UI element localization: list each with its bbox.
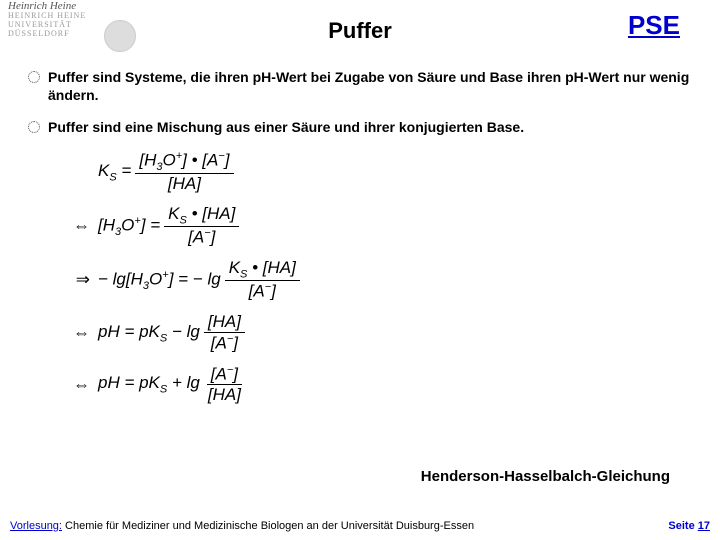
eq3-sym: ⇒: [68, 270, 90, 290]
header: Heinrich Heine HEINRICH HEINE UNIVERSITÄ…: [0, 0, 720, 60]
eq5-lhs-sub: S: [160, 384, 167, 396]
eq4-sym: ⇔: [68, 323, 90, 343]
eq2-lhs: [H: [98, 215, 115, 234]
eq1-num-sub: 3: [156, 161, 162, 173]
eq1-num-l: [H: [139, 151, 156, 170]
eq2-lhs-sub: 3: [115, 226, 121, 238]
equation-5: ⇔ pH = pKS + lg [A−] [HA]: [68, 364, 692, 406]
eq2-dot: •: [192, 204, 198, 223]
bullet-icon: [28, 71, 38, 81]
eq3-den: [A: [249, 282, 265, 301]
eq2-lhs-sup: +: [134, 215, 140, 227]
henderson-hasselbalch-label: Henderson-Hasselbalch-Gleichung: [421, 468, 670, 485]
eq5-num: [A: [211, 364, 227, 383]
footer: Vorlesung: Chemie für Mediziner und Medi…: [0, 520, 720, 532]
bullet-icon: [28, 121, 38, 131]
eq5-lhs: pH = pK: [98, 373, 160, 392]
equation-4: ⇔ pH = pKS − lg [HA] [A−]: [68, 312, 692, 354]
footer-right: Seite 17: [668, 520, 710, 532]
eq5-num-sup: −: [227, 364, 233, 376]
bullet-item: Puffer sind eine Mischung aus einer Säur…: [28, 118, 692, 136]
bullet-text-2: Puffer sind eine Mischung aus einer Säur…: [48, 118, 524, 136]
eq3-num-r: [HA]: [263, 258, 296, 277]
lecture-link[interactable]: Vorlesung:: [10, 520, 62, 532]
eq2-num-sub: S: [180, 214, 187, 226]
eq2-sym: ⇔: [68, 216, 90, 236]
eq2-den-sup: −: [204, 227, 210, 239]
bullet-item: Puffer sind Systeme, die ihren pH-Wert b…: [28, 68, 692, 104]
eq3-dot: •: [252, 258, 258, 277]
eq2-num-r: [HA]: [202, 204, 235, 223]
eq4-lhs-sub: S: [160, 332, 167, 344]
eq4-den: [A: [211, 334, 227, 353]
eq5-mid: + lg: [172, 373, 200, 392]
eq4-mid: − lg: [172, 322, 200, 341]
eq1-sub: S: [109, 171, 116, 183]
lecture-text: Chemie für Mediziner und Medizinische Bi…: [65, 520, 474, 532]
eq3-num: K: [229, 258, 240, 277]
eq4-den-sup: −: [227, 333, 233, 345]
eq4-lhs: pH = pK: [98, 322, 160, 341]
eq1-num-sup: +: [176, 150, 182, 162]
equation-3: ⇒ − lg[H3O+] = − lg KS • [HA] [A−]: [68, 258, 692, 302]
eq3-den-sup: −: [265, 281, 271, 293]
eq4-num: [HA]: [204, 312, 245, 333]
equation-1: KS = [H3O+] • [A−] [HA]: [68, 150, 692, 194]
eq1-den: [HA]: [164, 174, 205, 194]
eq3-num-sub: S: [240, 268, 247, 280]
equations-block: KS = [H3O+] • [A−] [HA] ⇔ [H3O+] = KS • …: [68, 150, 692, 405]
eq5-den: [HA]: [204, 385, 245, 405]
bullet-text-1: Puffer sind Systeme, die ihren pH-Wert b…: [48, 68, 692, 104]
eq5-sym: ⇔: [68, 375, 90, 395]
eq1-num-r: [A: [202, 151, 218, 170]
slide-title: Puffer: [0, 18, 720, 44]
page-label: Seite: [668, 520, 694, 532]
eq1-dot: •: [192, 151, 198, 170]
eq3-rhs: − lg: [193, 269, 221, 288]
footer-left: Vorlesung: Chemie für Mediziner und Medi…: [10, 520, 474, 532]
pse-link[interactable]: PSE: [628, 10, 680, 41]
eq1-num-r-sup: −: [218, 150, 224, 162]
content-area: Puffer sind Systeme, die ihren pH-Wert b…: [0, 60, 720, 405]
equation-2: ⇔ [H3O+] = KS • [HA] [A−]: [68, 204, 692, 248]
eq2-num: K: [168, 204, 179, 223]
eq2-den: [A: [188, 228, 204, 247]
eq3-lhs-sup: +: [162, 269, 168, 281]
page-number[interactable]: 17: [698, 520, 710, 532]
logo-signature: Heinrich Heine: [8, 2, 128, 11]
eq3-lhs: − lg[H: [98, 269, 143, 288]
eq3-lhs-sub: 3: [143, 280, 149, 292]
